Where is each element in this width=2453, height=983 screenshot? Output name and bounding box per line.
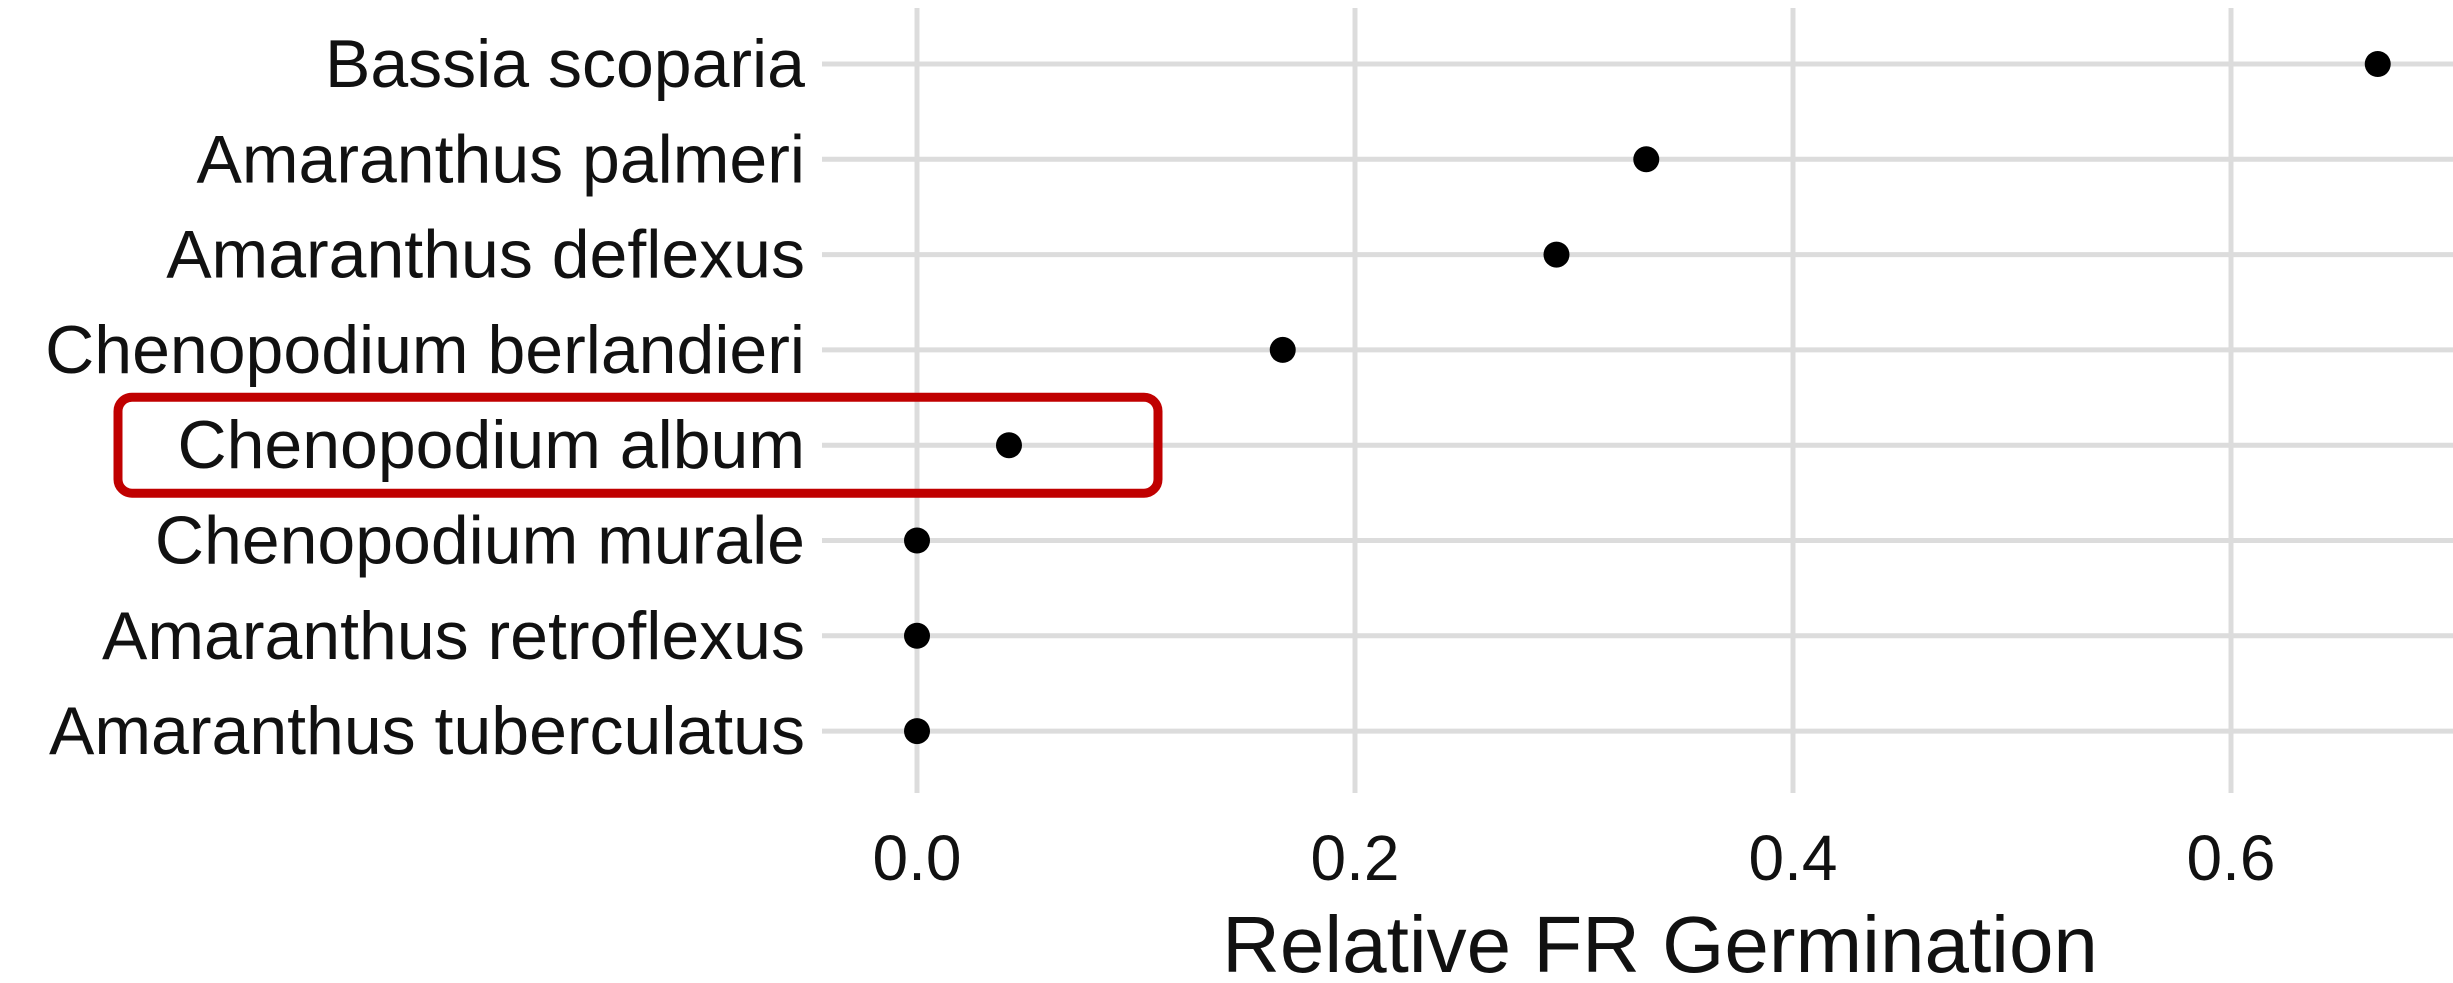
category-label: Amaranthus retroflexus	[102, 598, 805, 674]
x-tick-label: 0.0	[873, 822, 962, 894]
category-label: Amaranthus tuberculatus	[49, 693, 805, 769]
data-point	[904, 718, 930, 745]
highlight-layer	[113, 392, 1163, 498]
highlight-box	[113, 392, 1163, 498]
category-label: Chenopodium album	[177, 407, 805, 483]
data-point	[1269, 336, 1296, 363]
data-point	[995, 432, 1022, 459]
data-point	[1633, 146, 1660, 173]
data-point	[1543, 241, 1570, 268]
category-label: Chenopodium murale	[155, 503, 805, 579]
category-label: Bassia scoparia	[325, 26, 805, 102]
data-points	[904, 51, 2391, 745]
category-label: Amaranthus deflexus	[166, 217, 805, 293]
x-tick-label: 0.2	[1311, 822, 1400, 894]
data-point	[904, 527, 930, 554]
x-tick-label: 0.4	[1749, 822, 1838, 894]
data-point	[904, 622, 930, 649]
category-labels: Bassia scoparia Amaranthus palmeri Amarant…	[45, 26, 805, 769]
x-axis-title: Relative FR Germination	[1222, 900, 2098, 983]
category-label: Chenopodium berlandieri	[45, 312, 805, 388]
x-tick-label: 0.6	[2187, 822, 2276, 894]
x-tick-labels: 0.0 0.2 0.4 0.6	[873, 822, 2276, 894]
category-label: Amaranthus palmeri	[197, 121, 805, 197]
data-point	[2364, 51, 2391, 77]
